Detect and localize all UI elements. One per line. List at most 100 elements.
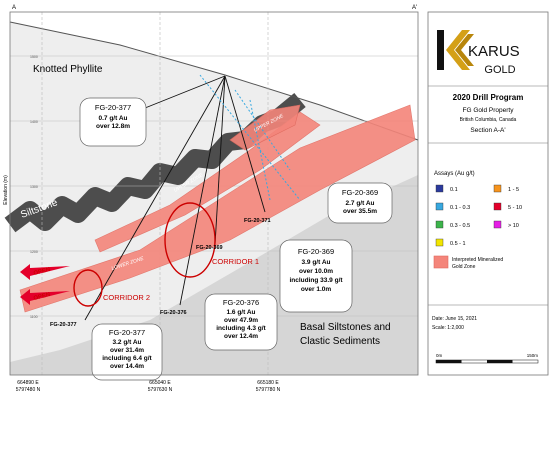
assay-trace — [199, 74, 301, 201]
panel-date: Date: June 15, 2021 — [432, 316, 477, 322]
callout-line: over 35.5m — [343, 208, 377, 215]
x-tick-northing: 5797480 N — [16, 387, 41, 393]
callout-box — [79, 97, 147, 147]
assay-label: 5 - 10 — [508, 205, 522, 211]
assay-trace — [234, 89, 291, 171]
y-tick-label: 1400 — [30, 120, 38, 124]
logo-name: KARUS — [468, 43, 520, 60]
x-tick-northing: 5797780 N — [256, 387, 281, 393]
x-tick-northing: 5797630 N — [148, 387, 173, 393]
open-label: OPEN — [33, 292, 51, 302]
drill-holes — [84, 75, 266, 321]
hole-label: FG-20-369 — [196, 245, 223, 251]
callout-box — [91, 323, 163, 381]
scale-bar-seg — [487, 360, 513, 363]
hole-label: FG-20-376 — [160, 310, 187, 316]
hole-label: FG-20-371 — [244, 218, 271, 224]
assay-swatch — [493, 184, 502, 193]
assay-legend: 0.1 0.1 - 0.3 0.3 - 0.5 0.5 - 1 1 - 5 5 - 10 >… — [435, 184, 522, 247]
upper-zone — [94, 111, 321, 253]
callout-box — [279, 239, 353, 313]
section-start: A — [12, 5, 16, 11]
callout-line: over 14.4m — [110, 363, 144, 370]
logo-sub: GOLD — [484, 64, 515, 76]
assay-trace — [249, 99, 271, 201]
logo: KARUS GOLD — [437, 30, 520, 76]
y-tick-label: 1300 — [30, 185, 38, 189]
scale-bar-seg — [436, 360, 462, 363]
panel-title: 2020 Drill Program — [453, 93, 524, 102]
assay-swatch — [435, 202, 444, 211]
callout-line: over 31.4m — [110, 347, 144, 354]
topography — [9, 21, 419, 141]
callout-hole: FG-20-376 — [223, 298, 259, 307]
callout-line: 3.9 g/t Au — [301, 259, 330, 266]
logo-chevron — [455, 34, 474, 66]
callout-line: including 4.3 g/t — [216, 325, 266, 332]
assay-swatch — [435, 238, 444, 247]
callout-boxes — [79, 97, 393, 381]
callout-line: over 47.9m — [224, 317, 258, 324]
scalebar-label: 150m — [527, 353, 539, 358]
assay-label: 1 - 5 — [508, 187, 519, 193]
logo-bar — [437, 30, 444, 70]
assay-swatch — [435, 220, 444, 229]
callout-line: over 12.4m — [224, 333, 258, 340]
y-tick-label: 1200 — [30, 250, 38, 254]
panel-property: FG Gold Property — [463, 107, 515, 114]
callout-hole: FG-20-369 — [298, 247, 334, 256]
zone-swatch — [433, 255, 449, 269]
callout-line: over 10.0m — [299, 268, 333, 275]
hole-377 — [84, 75, 226, 321]
open-arrow — [20, 289, 70, 305]
callout-box — [327, 182, 393, 224]
zone-legend-line: Gold Zone — [452, 264, 476, 270]
panel-section: Section A-A' — [470, 127, 505, 134]
assay-label: 0.1 — [450, 187, 458, 193]
callout-line: over 1.0m — [301, 286, 332, 293]
panel-location: British Columbia, Canada — [460, 117, 517, 123]
upper-zone-right — [229, 104, 301, 151]
hole-376 — [179, 75, 226, 306]
corridor-label: CORRIDOR 1 — [212, 257, 259, 266]
open-arrow — [20, 264, 70, 280]
corridor-ellipse — [164, 202, 216, 278]
hole-371 — [224, 75, 266, 213]
y-axis-label: Elevation (m) — [3, 175, 9, 205]
unit-label: Knotted Phyllite — [33, 64, 103, 75]
legend-title: Assays (Au g/t) — [434, 171, 475, 177]
assay-swatch — [435, 184, 444, 193]
callout-line: over 12.8m — [96, 123, 130, 130]
assay-label: 0.1 - 0.3 — [450, 205, 470, 211]
zone-legend-line: Interpreted Mineralized — [452, 257, 503, 263]
callout-hole: FG-20-377 — [109, 328, 145, 337]
y-tick-label: 1500 — [30, 55, 38, 59]
hole-377-upper — [139, 75, 226, 111]
x-tick-easting: 665180 E — [257, 380, 279, 386]
unit-label: Basal Siltstones and — [300, 322, 391, 333]
callout-box — [204, 293, 278, 351]
callout-hole: FG-20-369 — [342, 188, 378, 197]
section-end: A' — [412, 5, 417, 11]
basal-area — [10, 175, 418, 375]
callout-hole: FG-20-377 — [95, 103, 131, 112]
y-ticks: 1500 1400 1300 1200 1100 — [30, 55, 38, 319]
open-label: OPEN — [33, 267, 51, 277]
assay-traces — [199, 74, 301, 201]
assay-label: 0.3 - 0.5 — [450, 223, 470, 229]
callout-line: including 33.9 g/t — [289, 277, 343, 284]
callout-line: 2.7 g/t Au — [345, 200, 374, 207]
hole-label: FG-20-377 — [50, 322, 77, 328]
x-tick-easting: 665040 E — [149, 380, 171, 386]
scalebar-label: 0m — [436, 353, 443, 358]
logo-chevron — [446, 30, 470, 70]
y-tick-label: 1100 — [30, 315, 38, 319]
corridor-label: CORRIDOR 2 — [103, 293, 150, 302]
side-panel — [427, 11, 549, 376]
callout-line: 1.6 g/t Au — [226, 309, 255, 316]
callout-line: 0.7 g/t Au — [98, 115, 127, 122]
assay-swatch — [493, 220, 502, 229]
assay-label: 0.5 - 1 — [450, 241, 466, 247]
x-ticks: 664890 E 5797480 N 665040 E 5797630 N 66… — [16, 380, 281, 393]
